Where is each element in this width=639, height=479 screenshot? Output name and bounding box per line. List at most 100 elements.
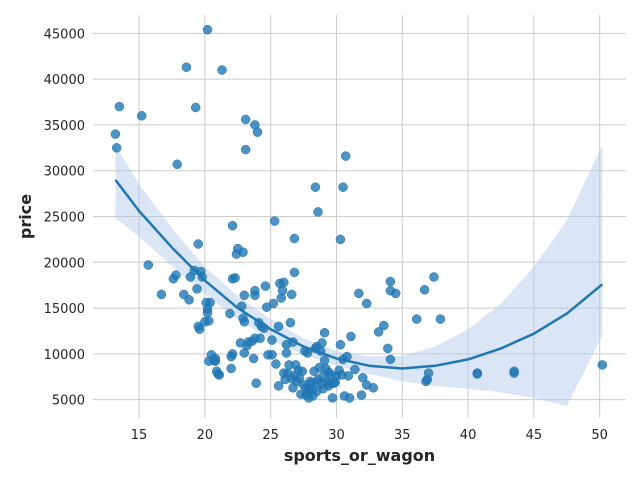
y-tick-label: 25000: [44, 211, 85, 226]
scatter-point: [289, 233, 300, 244]
scatter-point: [239, 290, 250, 301]
scatter-point: [317, 338, 327, 348]
scatter-point: [350, 364, 360, 375]
scatter-point: [156, 289, 167, 300]
scatter-point: [172, 159, 182, 170]
y-tick-label: 35000: [44, 119, 85, 134]
scatter-point: [313, 207, 323, 217]
scatter-point: [193, 239, 204, 249]
scatter-point: [597, 360, 608, 370]
scatter-point: [373, 327, 384, 337]
scatter-point: [171, 270, 181, 280]
y-tick-label: 5000: [52, 394, 85, 409]
scatter-point: [205, 297, 215, 308]
scatter-point: [248, 353, 259, 364]
grid: [93, 15, 626, 418]
scatter-point: [239, 317, 250, 327]
scatter-point: [110, 129, 121, 139]
scatter-point: [277, 285, 288, 296]
scatter-point: [335, 339, 346, 350]
scatter-point: [390, 288, 401, 299]
x-tick-label: 30: [328, 428, 345, 443]
scatter-point: [286, 289, 297, 300]
scatter-point: [429, 272, 439, 282]
scatter-point: [354, 288, 364, 299]
scatter-point: [346, 331, 356, 342]
scatter-point: [260, 281, 271, 291]
scatter-point: [230, 273, 240, 283]
scatter-point: [335, 234, 346, 245]
x-axis-label: sports_or_wagon: [284, 446, 435, 465]
scatter-point: [273, 381, 284, 391]
y-tick-label: 40000: [44, 73, 85, 88]
scatter-point: [411, 314, 422, 324]
scatter-point: [225, 308, 235, 319]
scatter-point: [383, 343, 393, 354]
scatter-point: [267, 335, 277, 345]
scatter-point: [385, 276, 396, 287]
x-tick-label: 45: [526, 428, 543, 443]
x-tick-label: 40: [460, 428, 477, 443]
scatter-point: [240, 114, 251, 125]
scatter-point: [281, 348, 292, 358]
scatter-point: [252, 127, 263, 137]
x-tick-label: 20: [197, 428, 214, 443]
scatter-point: [214, 370, 225, 380]
scatter-point: [343, 371, 354, 381]
scatter-point: [190, 102, 201, 113]
scatter-point: [327, 393, 338, 403]
scatter-point: [250, 290, 260, 301]
scatter-point: [251, 378, 261, 388]
scatter-point: [202, 24, 213, 35]
regression-curve: [114, 179, 604, 370]
scatter-point: [143, 260, 154, 270]
x-tick-labels: 15 20 25 30 35 40 45 50: [131, 428, 608, 443]
scatter-point: [238, 247, 248, 257]
scatter-point: [267, 350, 277, 360]
scatter-point: [202, 307, 213, 318]
scatter-point: [385, 354, 396, 365]
scatter-point: [310, 182, 321, 192]
y-axis-label: price: [16, 194, 35, 239]
scatter-point: [509, 368, 519, 378]
x-tick-label: 50: [591, 428, 608, 443]
scatter-point: [136, 111, 147, 121]
scatter-point: [338, 182, 348, 192]
scatter-point: [319, 328, 330, 338]
scatter-point: [297, 366, 308, 377]
y-tick-label: 20000: [44, 256, 85, 271]
scatter-point: [435, 314, 446, 324]
regression-line: [114, 179, 604, 370]
scatter-point: [340, 151, 351, 161]
y-tick-label: 10000: [44, 348, 85, 363]
x-tick-label: 15: [131, 428, 148, 443]
scatter-point: [273, 321, 284, 332]
y-tick-label: 45000: [44, 27, 85, 42]
scatter-points: [110, 24, 608, 403]
scatter-point: [419, 285, 430, 295]
scatter-point: [379, 320, 389, 331]
scatter-point: [472, 368, 483, 378]
y-tick-labels: 5000 10000 15000 20000 25000 30000 35000 40000 4…: [44, 27, 85, 408]
y-tick-label: 15000: [44, 302, 85, 317]
scatter-point: [240, 144, 251, 155]
scatter-point: [271, 359, 281, 369]
scatter-point: [269, 216, 280, 226]
scatter-point: [358, 372, 368, 383]
y-tick-label: 30000: [44, 165, 85, 180]
scatter-point: [204, 316, 214, 326]
scatter-point: [227, 220, 238, 231]
scatter-point: [192, 284, 202, 294]
x-tick-label: 35: [394, 428, 411, 443]
scatter-point: [184, 295, 194, 305]
scatter-point: [356, 390, 367, 400]
scatter-point: [268, 298, 279, 309]
scatter-point: [319, 355, 330, 366]
scatter-point: [226, 363, 236, 374]
scatter-point: [344, 393, 355, 403]
scatter-point: [368, 383, 379, 393]
scatter-point: [255, 333, 265, 344]
scatter-point: [114, 101, 125, 112]
scatter-point: [217, 65, 227, 75]
